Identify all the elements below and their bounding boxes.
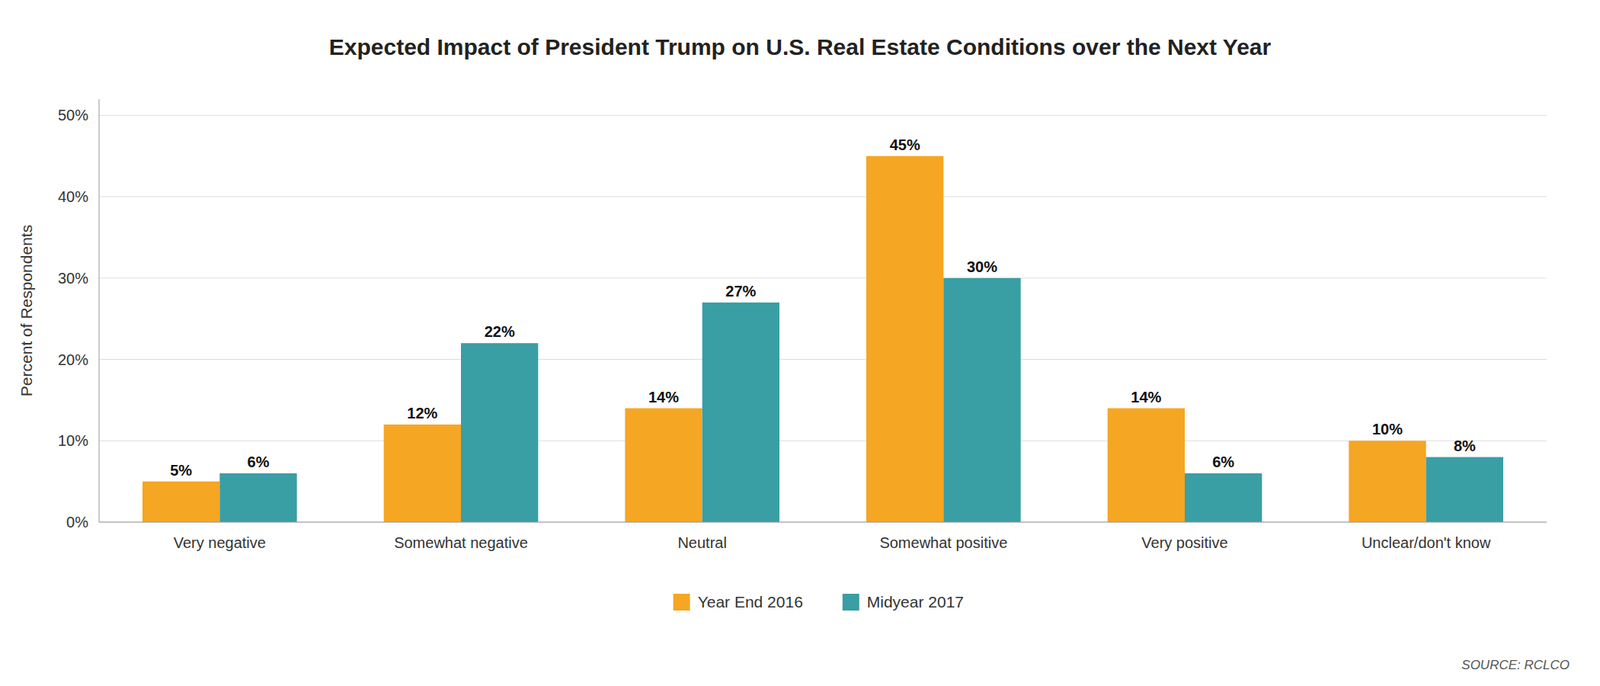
grid-line [99,277,1547,279]
y-tick-label: 30% [57,269,89,287]
data-labels: 5% 12% 14% 45% 14% 10% 6% 22% 27% 30% 6% 8% [169,136,1476,479]
data-label: 6% [247,453,270,471]
data-label: 22% [484,323,516,340]
x-tick-label: Unclear/don't know [1361,534,1492,551]
bar [142,481,220,522]
data-label: 10% [1372,420,1403,438]
x-tick-label: Neutral [677,534,727,551]
data-label: 14% [1130,388,1162,406]
bar [384,424,461,522]
legend-label: Midyear 2017 [867,592,964,611]
bar [1426,457,1504,522]
grid [99,115,1547,522]
legend-swatch [673,593,691,611]
data-label: 45% [889,136,921,154]
grid-line [99,440,1547,442]
y-tick-label: 0% [66,513,89,531]
bar [866,156,944,522]
bar [624,408,702,522]
y-tick-label: 10% [57,432,89,449]
x-axis-line [99,521,1547,523]
grid-line [99,358,1547,360]
grid-line [99,115,1547,116]
legend-label: Year End 2016 [697,592,804,611]
bar [1107,408,1185,522]
legend: Year End 2016 Midyear 2017 [673,592,964,611]
y-axis-label: Percent of Respondents [17,224,36,397]
bar [1184,473,1262,522]
data-label: 6% [1212,453,1235,471]
x-tick-label: Very positive [1141,534,1228,551]
data-label: 14% [648,388,679,406]
y-tick-label: 20% [57,351,89,368]
title: Expected Impact of President Trump on U.… [329,34,1272,60]
bar [702,302,780,522]
data-label: 5% [169,461,192,479]
data-label: 12% [406,404,438,422]
bar [219,473,297,522]
x-tick-label: Very negative [173,534,266,551]
grid-line [99,521,1547,523]
x-tick-label: Somewhat negative [393,534,528,551]
y-axis-line [99,99,100,522]
source-note: SOURCE: RCLCO [1461,657,1570,672]
bar [460,342,538,522]
data-label: 30% [966,258,998,276]
y-tick-label: 50% [57,106,89,124]
background [0,0,1600,686]
grid-line [99,196,1547,198]
y-tick-label: 40% [57,188,89,205]
bars [142,156,1504,522]
x-tick-label: Somewhat positive [879,534,1008,551]
data-label: 8% [1453,437,1476,455]
bar [1348,440,1426,522]
data-label: 27% [725,282,756,300]
bar [943,278,1021,522]
legend-swatch [842,593,860,611]
chart: Expected Impact of President Trump on U.… [0,0,1600,686]
